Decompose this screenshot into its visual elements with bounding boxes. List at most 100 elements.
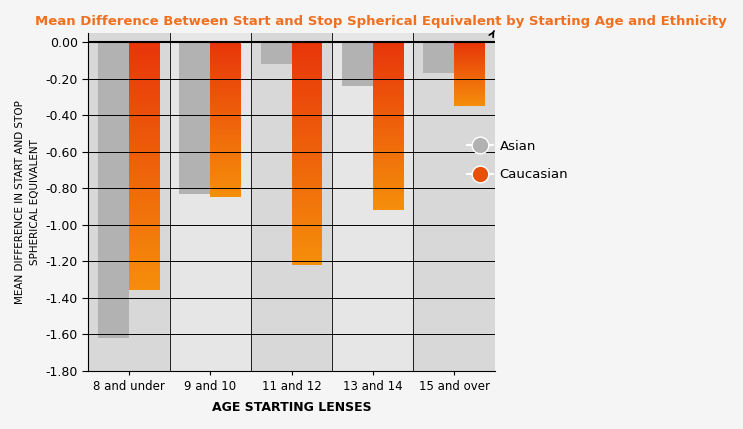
Bar [210,169,241,171]
Bar [454,88,485,89]
Bar [210,53,241,55]
Bar [454,93,485,94]
Bar [210,108,241,109]
Bar [373,163,403,165]
Bar [373,100,403,101]
Bar [373,128,403,130]
Bar [129,206,160,208]
Bar [129,285,160,288]
Bar [454,103,485,104]
Bar [129,246,160,248]
Bar [454,100,485,101]
Bar [129,199,160,201]
Bar [129,159,160,161]
Legend: Asian, Caucasian: Asian, Caucasian [461,134,574,187]
Bar [454,57,485,58]
Bar [291,131,322,134]
Bar [291,78,322,80]
Bar [373,142,403,143]
Bar [129,122,160,124]
Bar [210,148,241,149]
Bar [373,83,403,85]
Bar [454,79,485,80]
Bar [373,153,403,155]
Bar [291,67,322,69]
Bar [291,114,322,116]
Bar [291,174,322,176]
Bar [373,183,403,185]
Bar [210,83,241,84]
Bar [210,95,241,97]
Bar [291,45,322,47]
Bar [210,84,241,86]
Bar [129,243,160,246]
Bar [373,143,403,145]
Bar [129,221,160,224]
Bar [210,45,241,47]
Bar [373,46,403,48]
Bar [210,69,241,70]
Bar [454,45,485,46]
Bar [291,71,322,74]
Bar [291,76,322,78]
Bar [373,88,403,89]
Bar [291,225,322,227]
Bar [373,192,403,193]
Bar [210,60,241,61]
Bar [291,151,322,154]
Bar [210,111,241,112]
Bar [373,202,403,203]
Bar [373,42,403,44]
Bar [210,187,241,188]
Bar [129,174,160,176]
Bar [129,208,160,211]
Bar [291,187,322,189]
Bar [332,33,414,371]
Bar [454,77,485,78]
Bar [210,193,241,194]
Bar [261,42,291,64]
Bar [210,166,241,168]
Bar [210,67,241,69]
Bar [129,181,160,184]
Bar [129,151,160,154]
Bar [210,191,241,193]
Bar [129,194,160,196]
Bar [373,118,403,120]
Bar [373,160,403,162]
Bar [454,75,485,76]
Bar [373,148,403,150]
Bar [454,104,485,105]
Bar [454,74,485,75]
Bar [291,234,322,236]
Bar [291,158,322,160]
Bar [210,128,241,129]
Bar [291,205,322,207]
Bar [291,129,322,131]
Bar [291,82,322,85]
Bar [129,271,160,273]
Bar [373,126,403,128]
Bar [129,107,160,109]
Bar [129,45,160,48]
Bar [129,144,160,147]
Bar [373,93,403,94]
Bar [210,80,241,81]
Bar [373,98,403,100]
Bar [291,80,322,82]
Bar [454,105,485,106]
Bar [454,43,485,44]
Bar [129,256,160,258]
Bar [129,77,160,80]
Bar [373,123,403,125]
Bar [129,119,160,122]
Bar [129,164,160,166]
Bar [129,149,160,151]
Bar [291,178,322,180]
Bar [373,193,403,195]
Bar [291,202,322,205]
Bar [373,188,403,190]
Bar [129,65,160,67]
Bar [373,85,403,86]
Bar [373,69,403,71]
